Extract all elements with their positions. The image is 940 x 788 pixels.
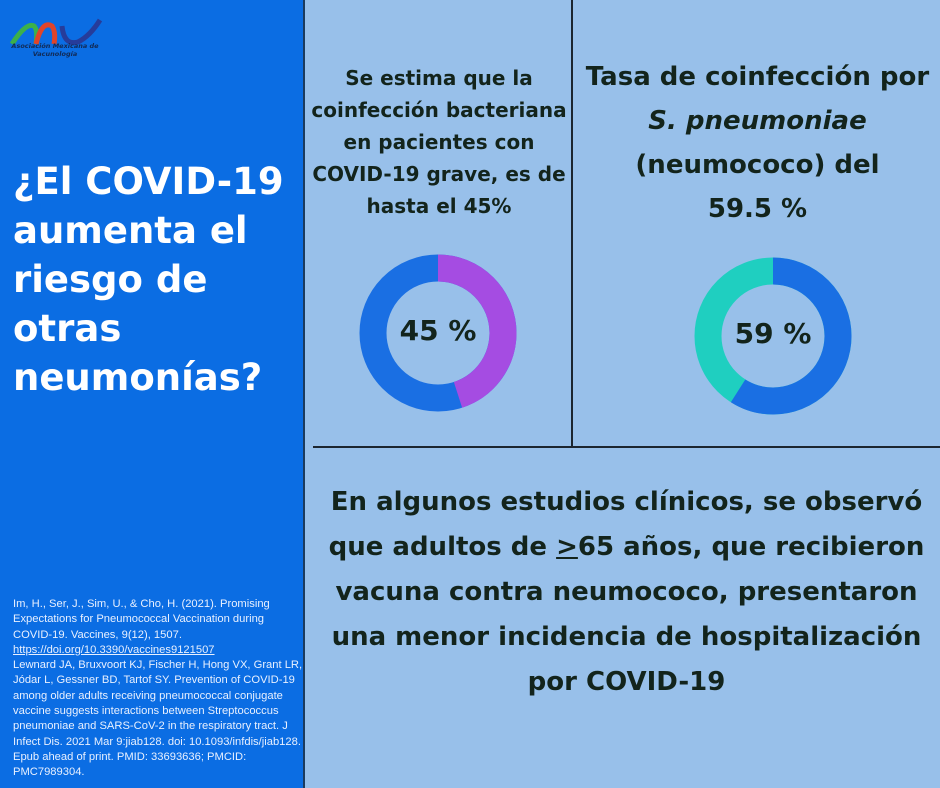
- left-panel: Asociación Mexicana de Vacunología ¿El C…: [0, 0, 305, 788]
- rate-value: 59.5 %: [707, 194, 808, 224]
- amv-logo: [9, 18, 103, 46]
- donut-value-segment: [359, 254, 517, 412]
- logo-text: Asociación Mexicana de Vacunología: [11, 42, 99, 58]
- vertical-divider: [571, 0, 573, 448]
- reference-2: Lewnard JA, Bruxvoort KJ, Fischer H, Hon…: [13, 659, 303, 779]
- clinical-studies-text: En algunos estudios clínicos, se observó…: [313, 480, 940, 705]
- pneumoniae-rate-text: Tasa de coinfección por S. pneumoniae (n…: [575, 55, 940, 231]
- donut-chart-59: [694, 257, 852, 415]
- gte-symbol: >: [556, 532, 578, 562]
- main-question: ¿El COVID-19 aumenta el riesgo de otras …: [13, 160, 284, 399]
- horizontal-divider: [313, 446, 940, 448]
- rate-species: S. pneumoniae: [648, 106, 867, 136]
- coinfection-estimate-text: Se estima que la coinfección bacteriana …: [311, 66, 567, 218]
- rate-line-3: (neumococo) del: [635, 150, 880, 180]
- study-text-1: En algunos estudios clínicos, se observó…: [328, 487, 923, 562]
- donut-value-segment: [694, 257, 852, 415]
- references: Im, H., Ser, J., Sim, U., & Cho, H. (202…: [13, 597, 303, 781]
- reference-1-link[interactable]: https://doi.org/10.3390/vaccines9121507: [13, 643, 215, 656]
- rate-line-1: Tasa de coinfección por: [585, 62, 930, 92]
- donut-chart-45: [359, 254, 517, 412]
- study-text-2: 65 años, que recibieron vacuna contra ne…: [331, 532, 925, 697]
- donut-label-59: 59 %: [734, 317, 812, 350]
- donut-label-45: 45 %: [399, 314, 477, 347]
- reference-1: Im, H., Ser, J., Sim, U., & Cho, H. (202…: [13, 598, 270, 656]
